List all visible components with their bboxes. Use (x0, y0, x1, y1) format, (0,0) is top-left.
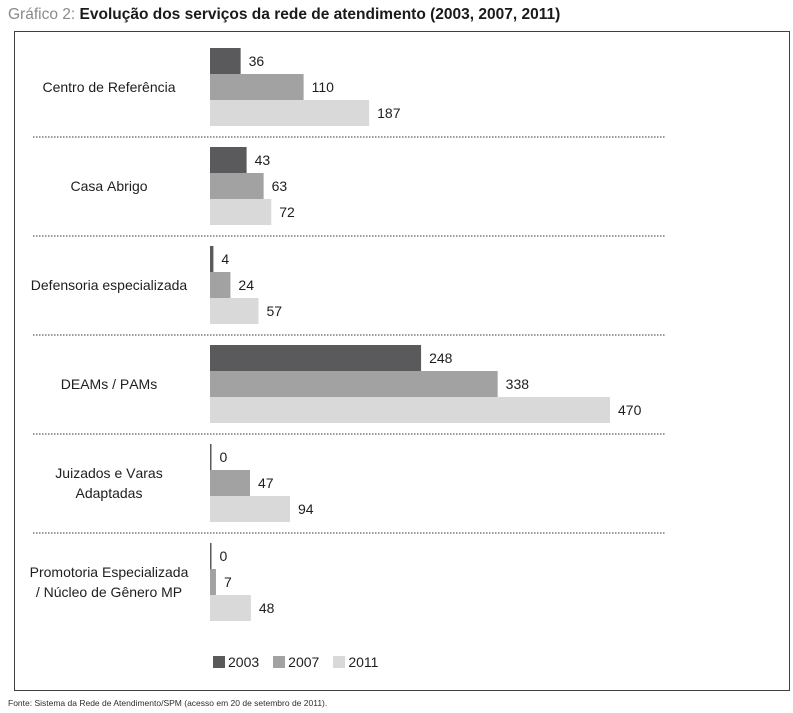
value-label: 94 (298, 501, 314, 517)
value-label: 338 (506, 376, 530, 392)
legend-swatch (273, 656, 286, 668)
legend-swatch (213, 656, 225, 668)
value-label: 110 (312, 79, 335, 95)
source-note: Fonte: Sistema da Rede de Atendimento/SP… (8, 698, 328, 708)
bar-2011 (210, 298, 259, 324)
value-label: 7 (224, 574, 232, 590)
chart-title: Gráfico 2: Evolução dos serviços da rede… (8, 5, 560, 25)
bar-2011 (210, 397, 610, 423)
value-label: 57 (267, 303, 283, 319)
legend-swatch (333, 656, 346, 668)
bar-group: 0 7 48 (210, 543, 275, 621)
legend-item: 2011 (333, 654, 378, 670)
value-label: 43 (255, 152, 271, 168)
value-label: 0 (220, 548, 228, 564)
value-label: 72 (279, 204, 295, 220)
value-label: 63 (272, 178, 288, 194)
legend-item: 2007 (273, 654, 319, 670)
bar-2003 (210, 345, 422, 371)
bar-2007 (210, 470, 250, 496)
value-label: 36 (249, 53, 265, 69)
title-text: Evolução dos serviços da rede de atendim… (79, 6, 561, 23)
bar-2011 (210, 595, 251, 621)
value-label: 248 (429, 350, 453, 366)
bar-2011 (210, 100, 370, 126)
bar-group: 36 110 187 (210, 48, 401, 126)
bar-2011 (210, 496, 290, 522)
value-label: 47 (258, 475, 274, 491)
value-label: 48 (259, 600, 275, 616)
value-label: 0 (220, 449, 228, 465)
value-label: 24 (238, 277, 254, 293)
bar-2011 (210, 199, 272, 225)
legend-item: 2003 (213, 654, 259, 670)
bar-2003 (210, 48, 241, 74)
bar-2007 (210, 173, 264, 199)
bar-2003 (210, 147, 247, 173)
legend-label: 2011 (348, 654, 379, 670)
bar-group: 4 24 57 (210, 246, 282, 324)
bar-2003 (210, 444, 212, 470)
bar-2007 (210, 272, 231, 298)
bar-2007 (210, 371, 498, 397)
legend-label: 2007 (288, 654, 320, 670)
value-label: 470 (618, 402, 642, 418)
bar-2007 (210, 569, 216, 595)
bar-2007 (210, 74, 304, 100)
legend: 2003 2007 2011 (213, 654, 392, 670)
bar-2003 (210, 246, 214, 272)
figure-number: Gráfico 2: (8, 6, 76, 23)
bar-2003 (210, 543, 212, 569)
chart-frame (14, 31, 790, 691)
bar-group: 248 338 470 (210, 345, 642, 423)
value-label: 187 (377, 105, 401, 121)
value-label: 4 (221, 251, 229, 267)
legend-label: 2003 (228, 654, 260, 670)
bar-group: 0 47 94 (210, 444, 314, 522)
